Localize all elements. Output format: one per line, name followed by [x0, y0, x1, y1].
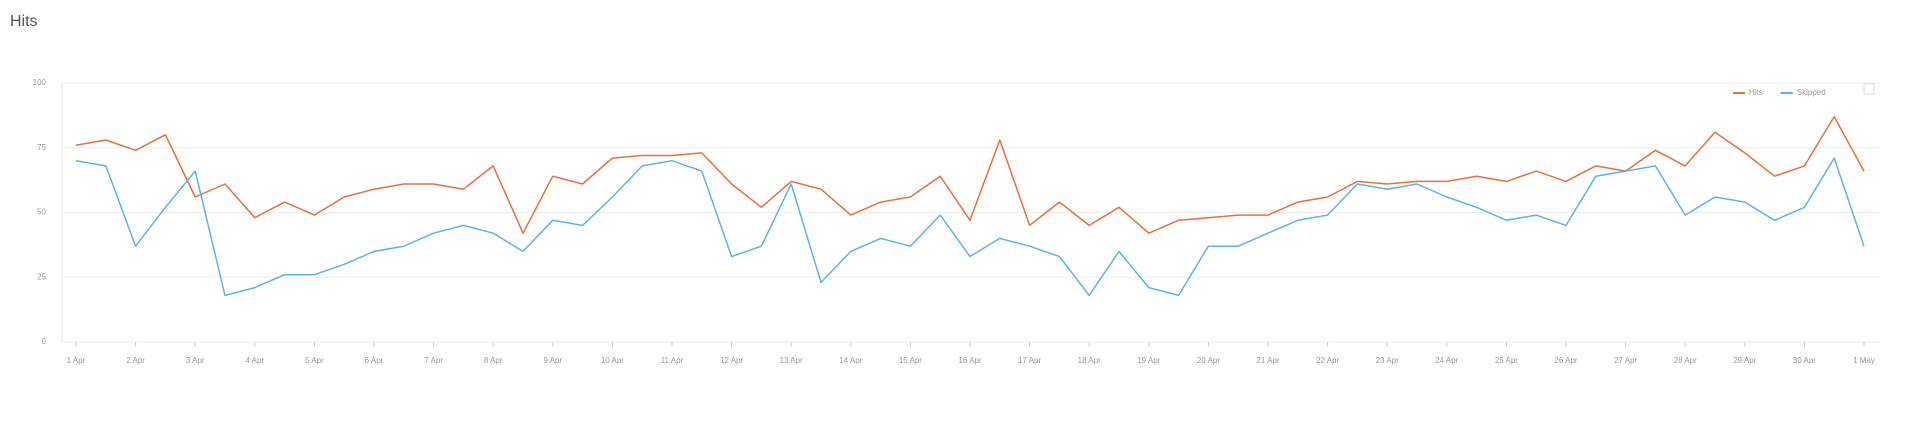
- x-tick-label: 29 Apr: [1733, 356, 1756, 365]
- x-tick-label: 4 Apr: [245, 356, 264, 365]
- chart-title: Hits: [10, 13, 38, 30]
- x-tick-label: 30 Apr: [1793, 356, 1816, 365]
- x-tick-label: 23 Apr: [1376, 356, 1399, 365]
- legend-label: Skipped: [1797, 88, 1826, 97]
- y-tick-label: 75: [37, 143, 46, 152]
- x-tick-label: 2 Apr: [126, 356, 145, 365]
- x-tick-label: 9 Apr: [543, 356, 562, 365]
- legend-label: Hits: [1749, 88, 1763, 97]
- x-tick-label: 13 Apr: [780, 356, 803, 365]
- x-tick-label: 14 Apr: [839, 356, 862, 365]
- x-tick-label: 28 Apr: [1674, 356, 1697, 365]
- x-tick-label: 19 Apr: [1137, 356, 1160, 365]
- x-tick-label: 3 Apr: [186, 356, 205, 365]
- y-tick-label: 0: [42, 337, 47, 346]
- x-tick-label: 10 Apr: [601, 356, 624, 365]
- x-tick-label: 5 Apr: [305, 356, 324, 365]
- x-tick-label: 12 Apr: [720, 356, 743, 365]
- menu-button[interactable]: [1863, 83, 1875, 95]
- y-tick-label: 25: [37, 272, 46, 281]
- x-tick-label: 6 Apr: [365, 356, 384, 365]
- x-tick-label: 22 Apr: [1316, 356, 1339, 365]
- x-tick-label: 18 Apr: [1078, 356, 1101, 365]
- x-tick-label: 20 Apr: [1197, 356, 1220, 365]
- x-tick-label: 15 Apr: [899, 356, 922, 365]
- x-tick-label: 17 Apr: [1018, 356, 1041, 365]
- x-tick-label: 16 Apr: [958, 356, 981, 365]
- x-tick-label: 25 Apr: [1495, 356, 1518, 365]
- x-tick-label: 1 Apr: [67, 356, 86, 365]
- series-line: [75, 157, 1865, 297]
- x-tick-label: 7 Apr: [424, 356, 443, 365]
- x-tick-label: 27 Apr: [1614, 356, 1637, 365]
- x-tick-label: 8 Apr: [484, 356, 503, 365]
- x-tick-label: 11 Apr: [661, 356, 684, 365]
- x-tick-label: 1 May: [1853, 356, 1875, 365]
- y-tick-label: 50: [37, 208, 46, 217]
- x-tick-label: 21 Apr: [1256, 356, 1279, 365]
- x-tick-label: 26 Apr: [1554, 356, 1577, 365]
- x-tick-label: 24 Apr: [1435, 356, 1458, 365]
- y-tick-label: 100: [33, 78, 47, 87]
- series-line: [75, 115, 1865, 234]
